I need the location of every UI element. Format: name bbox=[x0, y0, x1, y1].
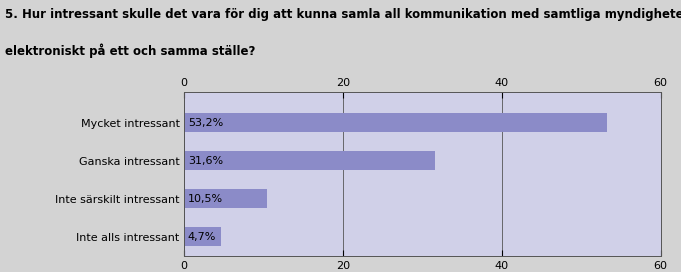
Text: elektroniskt på ett och samma ställe?: elektroniskt på ett och samma ställe? bbox=[5, 44, 256, 58]
Bar bbox=[184, 227, 221, 246]
Text: 53,2%: 53,2% bbox=[188, 118, 223, 128]
Text: 31,6%: 31,6% bbox=[188, 156, 223, 166]
Text: 4,7%: 4,7% bbox=[188, 232, 217, 242]
Bar bbox=[184, 189, 267, 208]
Text: 10,5%: 10,5% bbox=[188, 194, 223, 204]
Bar bbox=[184, 151, 435, 170]
Text: 5. Hur intressant skulle det vara för dig att kunna samla all kommunikation med : 5. Hur intressant skulle det vara för di… bbox=[5, 8, 681, 21]
Bar bbox=[184, 113, 607, 132]
